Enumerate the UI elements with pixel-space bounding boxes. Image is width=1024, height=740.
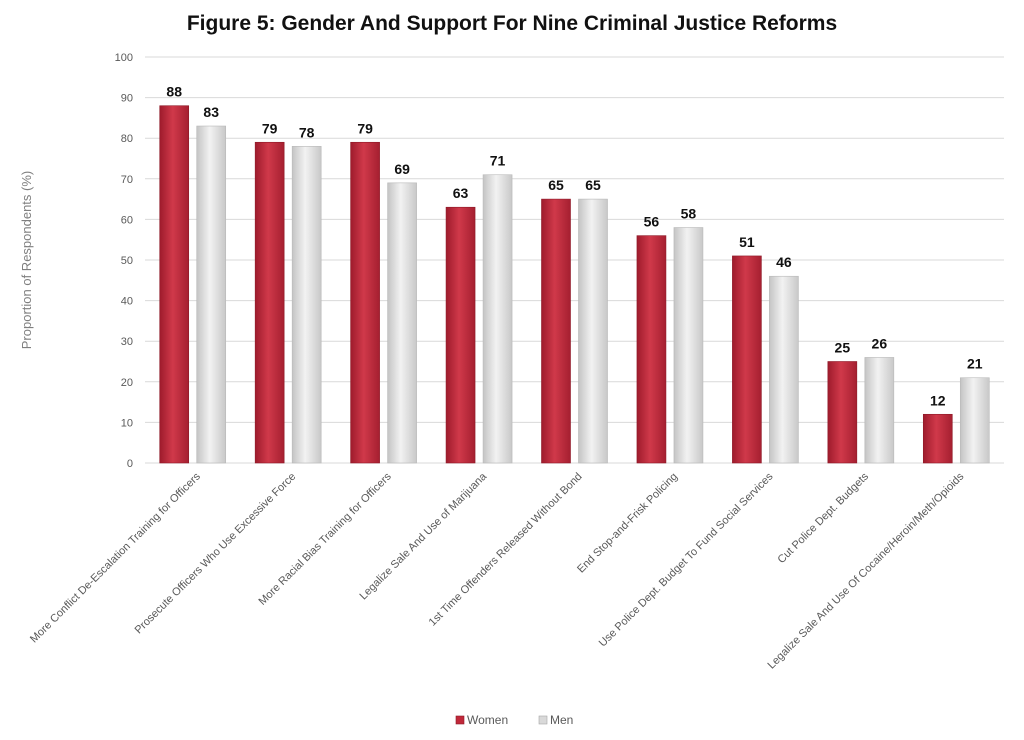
bar-women: [827, 361, 858, 464]
data-label: 56: [644, 214, 660, 230]
y-tick-label: 100: [115, 52, 133, 64]
legend-swatch-women: [455, 715, 465, 725]
data-label: 83: [203, 104, 219, 120]
data-label: 79: [262, 120, 278, 136]
bar-men: [864, 357, 895, 464]
y-tick-label: 0: [127, 458, 133, 470]
bar-women: [159, 105, 190, 464]
bar-men: [291, 146, 322, 464]
data-label: 46: [776, 254, 792, 270]
y-tick-label: 40: [121, 296, 133, 308]
data-labels: 88 83 79 78 79 69 63 71 65 65 56 58 51 46 25 26 12 21: [166, 84, 982, 409]
legend-swatch-men: [538, 715, 548, 725]
data-label: 21: [967, 356, 983, 372]
data-label: 63: [453, 185, 469, 201]
data-label: 69: [394, 161, 410, 177]
bar-men: [769, 275, 799, 464]
legend-label-women: Women: [467, 713, 508, 727]
data-label: 12: [930, 392, 946, 408]
x-tick-label: End Stop-and-Frisk Policing: [575, 471, 680, 576]
data-label: 51: [739, 234, 755, 250]
bar-men: [959, 377, 990, 464]
data-label: 88: [166, 84, 182, 100]
bar-women: [732, 255, 762, 464]
bar-men: [673, 227, 704, 464]
legend: Women Men: [455, 713, 573, 727]
x-tick-label: More Conflict De-Escalation Training for…: [28, 470, 203, 645]
data-label: 79: [357, 120, 373, 136]
x-tick-label: Cut Police Dept. Budgets: [776, 470, 872, 566]
data-label: 65: [548, 177, 564, 193]
x-tick-label: Legalize Sale And Use Of Cocaine/Heroin/…: [766, 470, 967, 671]
bar-women: [922, 413, 953, 464]
gridlines: [145, 56, 1004, 464]
bar-women: [636, 235, 667, 464]
y-tick-label: 90: [121, 93, 133, 105]
bar-men: [196, 125, 227, 464]
bar-women: [445, 206, 476, 464]
x-tick-label: Use Police Dept. Budget To Fund Social S…: [597, 470, 776, 649]
y-tick-label: 80: [121, 133, 133, 145]
data-label: 71: [490, 153, 506, 169]
bars: [159, 105, 990, 464]
data-label: 78: [299, 124, 315, 140]
chart-title: Figure 5: Gender And Support For Nine Cr…: [187, 12, 837, 35]
y-axis-ticks: 0 10 20 30 40 50 60 70 80 90 100: [115, 52, 133, 470]
bar-women: [350, 141, 380, 464]
y-tick-label: 20: [121, 377, 133, 389]
x-axis-ticks: More Conflict De-Escalation Training for…: [28, 470, 967, 672]
data-label: 65: [585, 177, 601, 193]
legend-label-men: Men: [550, 713, 573, 727]
bar-men: [578, 198, 608, 464]
y-tick-label: 60: [121, 214, 133, 226]
y-tick-label: 70: [121, 174, 133, 186]
y-tick-label: 50: [121, 255, 133, 267]
bar-women: [254, 141, 285, 464]
x-tick-label: 1st Time Offenders Released Without Bond: [427, 471, 585, 629]
data-label: 26: [872, 335, 888, 351]
bar-men: [482, 174, 513, 464]
bar-men: [387, 182, 417, 464]
y-tick-label: 30: [121, 336, 133, 348]
data-label: 25: [835, 340, 851, 356]
y-axis-title: Proportion of Respondents (%): [19, 171, 34, 349]
bar-women: [541, 198, 571, 464]
x-tick-label: Prosecute Officers Who Use Excessive For…: [133, 471, 299, 637]
y-tick-label: 10: [121, 417, 133, 429]
data-label: 58: [681, 206, 697, 222]
